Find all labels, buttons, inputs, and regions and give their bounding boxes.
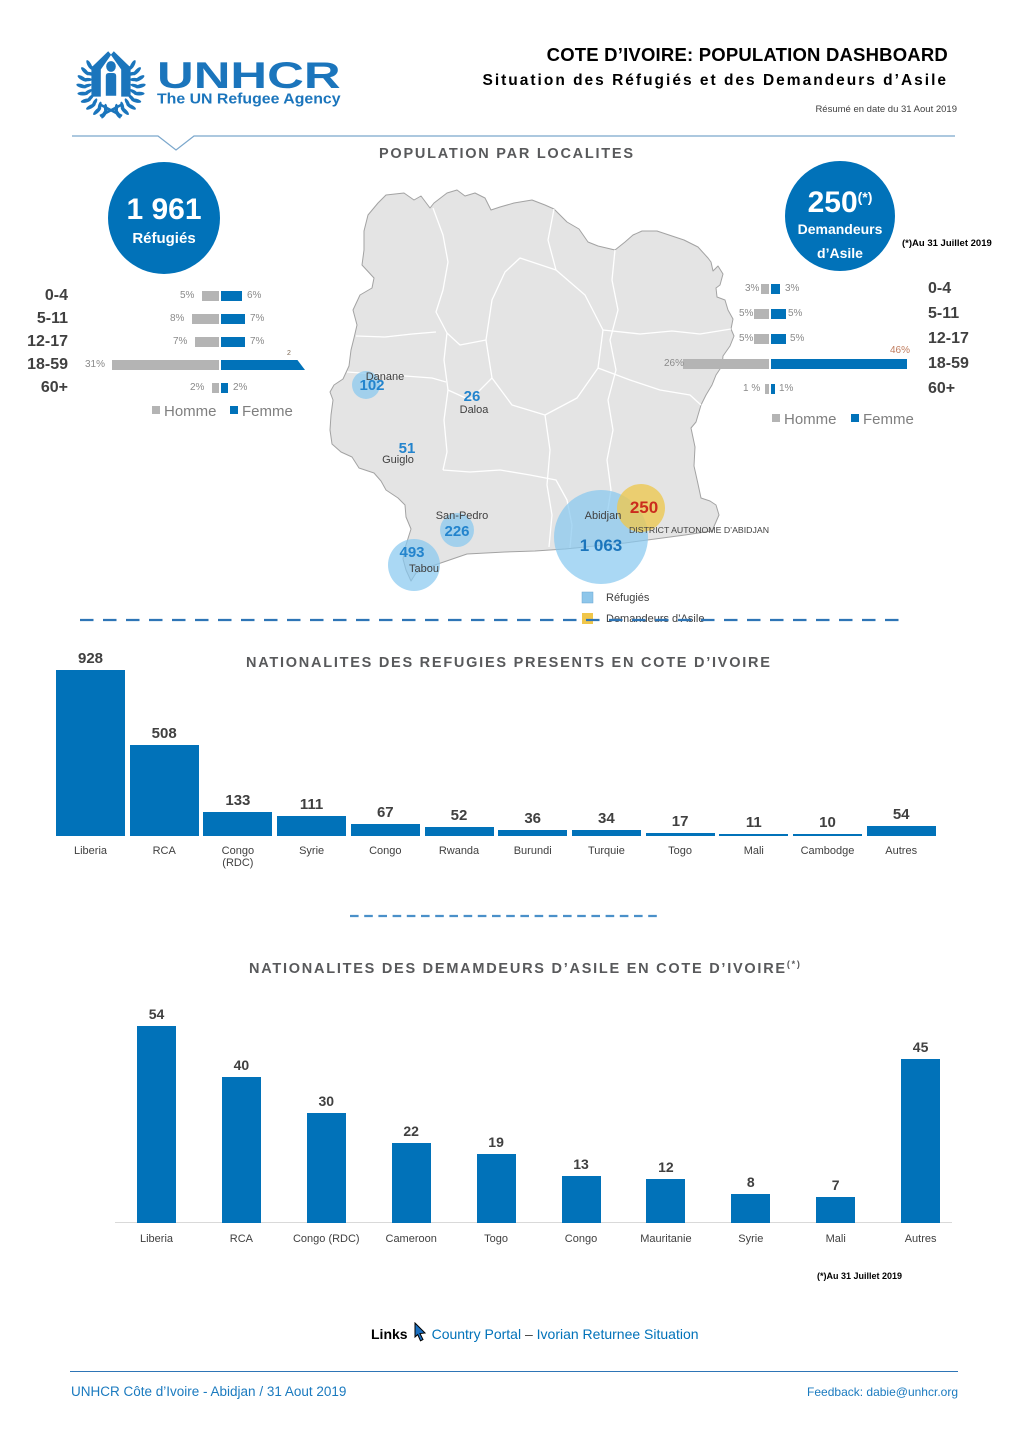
svg-text:Réfugiés: Réfugiés [606,592,650,604]
svg-text:26: 26 [464,388,481,405]
svg-text:Daloa: Daloa [460,404,490,416]
svg-text:DISTRICT AUTONOME D’ABIDJAN: DISTRICT AUTONOME D’ABIDJAN [629,525,769,535]
svg-text:The UN Refugee Agency: The UN Refugee Agency [157,91,341,107]
svg-text:226: 226 [444,523,469,540]
svg-text:Abidjan: Abidjan [585,510,622,522]
svg-text:UNHCR: UNHCR [157,56,341,97]
svg-text:Danane: Danane [366,371,405,383]
svg-text:San-Pedro: San-Pedro [436,510,489,522]
svg-text:250: 250 [630,498,658,517]
svg-text:1 063: 1 063 [580,536,623,555]
svg-text:493: 493 [399,544,424,561]
svg-text:51: 51 [399,440,416,457]
svg-text:Tabou: Tabou [409,563,439,575]
svg-text:Guiglo: Guiglo [382,454,414,466]
svg-text:102: 102 [359,377,384,394]
